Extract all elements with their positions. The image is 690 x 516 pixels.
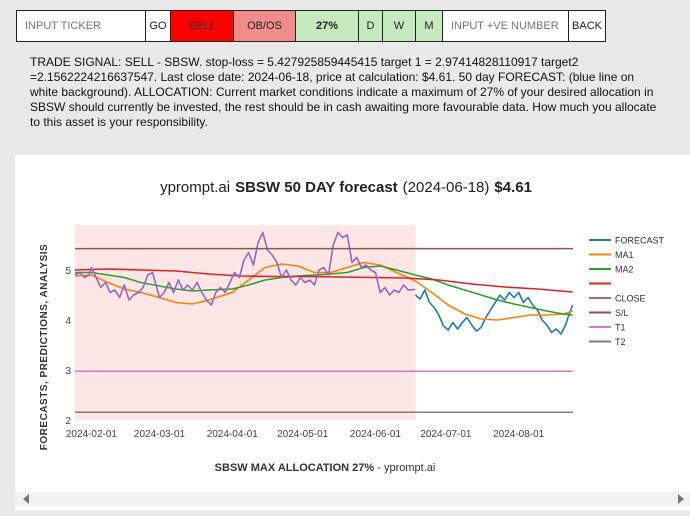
x-tick-label: 2024-08-01: [493, 429, 545, 440]
y-tick-label: 2: [65, 416, 71, 427]
daily-button[interactable]: D: [358, 10, 383, 42]
forecast-chart: yprompt.ai SBSW 50 DAY forecast (2024-06-1…: [39, 179, 665, 474]
y-tick-label: 4: [65, 316, 71, 327]
chart-panel: yprompt.ai SBSW 50 DAY forecast (2024-06-1…: [15, 155, 690, 510]
legend-label-ma2[interactable]: MA2: [615, 265, 634, 275]
series-forecast: [414, 289, 574, 335]
back-button[interactable]: BACK: [568, 10, 606, 42]
toolbar: GO SELL OB/OS 27% D W M BACK: [16, 10, 606, 42]
monthly-button[interactable]: M: [415, 10, 443, 42]
chart-title-date: (2024-06-18): [403, 179, 490, 196]
legend-label-t1[interactable]: T1: [615, 323, 626, 333]
number-input[interactable]: [451, 20, 568, 32]
allocation-button[interactable]: 27%: [295, 10, 359, 42]
weekly-button[interactable]: W: [382, 10, 416, 42]
obos-button[interactable]: OB/OS: [233, 10, 296, 42]
scroll-right-arrow-icon[interactable]: [678, 494, 684, 504]
series-close: [74, 231, 416, 306]
ticker-input[interactable]: [25, 20, 145, 32]
legend-label-s-l[interactable]: S/L: [615, 308, 629, 318]
x-tick-label: 2024-06-01: [350, 429, 402, 440]
number-input-box[interactable]: [442, 10, 569, 42]
history-shading: [75, 225, 416, 420]
ticker-input-box[interactable]: [16, 10, 146, 42]
chart-title: yprompt.ai SBSW 50 DAY forecast (2024-06-1…: [160, 179, 532, 196]
horizontal-scrollbar[interactable]: [15, 492, 690, 506]
x-axis-label-rest: - yprompt.ai: [374, 462, 435, 474]
legend-label-forecast[interactable]: FORECAST: [615, 236, 665, 246]
chart-title-main: SBSW 50 DAY forecast: [235, 179, 398, 196]
chart-title-site: yprompt.ai: [160, 179, 230, 196]
x-tick-label: 2024-07-01: [420, 429, 472, 440]
x-tick-label: 2024-04-01: [207, 429, 259, 440]
sell-button[interactable]: SELL: [170, 10, 234, 42]
trade-signal-text: TRADE SIGNAL: SELL - SBSW. stop-loss = 5…: [30, 55, 657, 129]
series-red-line: [74, 268, 573, 293]
x-axis-label-bold: SBSW MAX ALLOCATION 27%: [215, 462, 375, 474]
series-ma2: [75, 265, 573, 316]
scroll-left-arrow-icon[interactable]: [23, 494, 29, 504]
legend-label-ma1[interactable]: MA1: [615, 250, 634, 260]
x-tick-label: 2024-03-01: [134, 429, 186, 440]
legend-label-close[interactable]: CLOSE: [615, 294, 646, 304]
chart-title-price: $4.61: [494, 179, 532, 196]
y-axis-label: FORECASTS, PREDICTIONS, ANALYSIS: [39, 244, 50, 450]
x-tick-label: 2024-02-01: [66, 429, 118, 440]
x-axis-label: SBSW MAX ALLOCATION 27% - yprompt.ai: [215, 462, 436, 474]
y-tick-label: 5: [65, 266, 71, 277]
go-button[interactable]: GO: [145, 10, 171, 42]
y-tick-label: 3: [65, 366, 71, 377]
x-tick-label: 2024-05-01: [277, 429, 329, 440]
legend-label-t2[interactable]: T2: [615, 337, 626, 347]
